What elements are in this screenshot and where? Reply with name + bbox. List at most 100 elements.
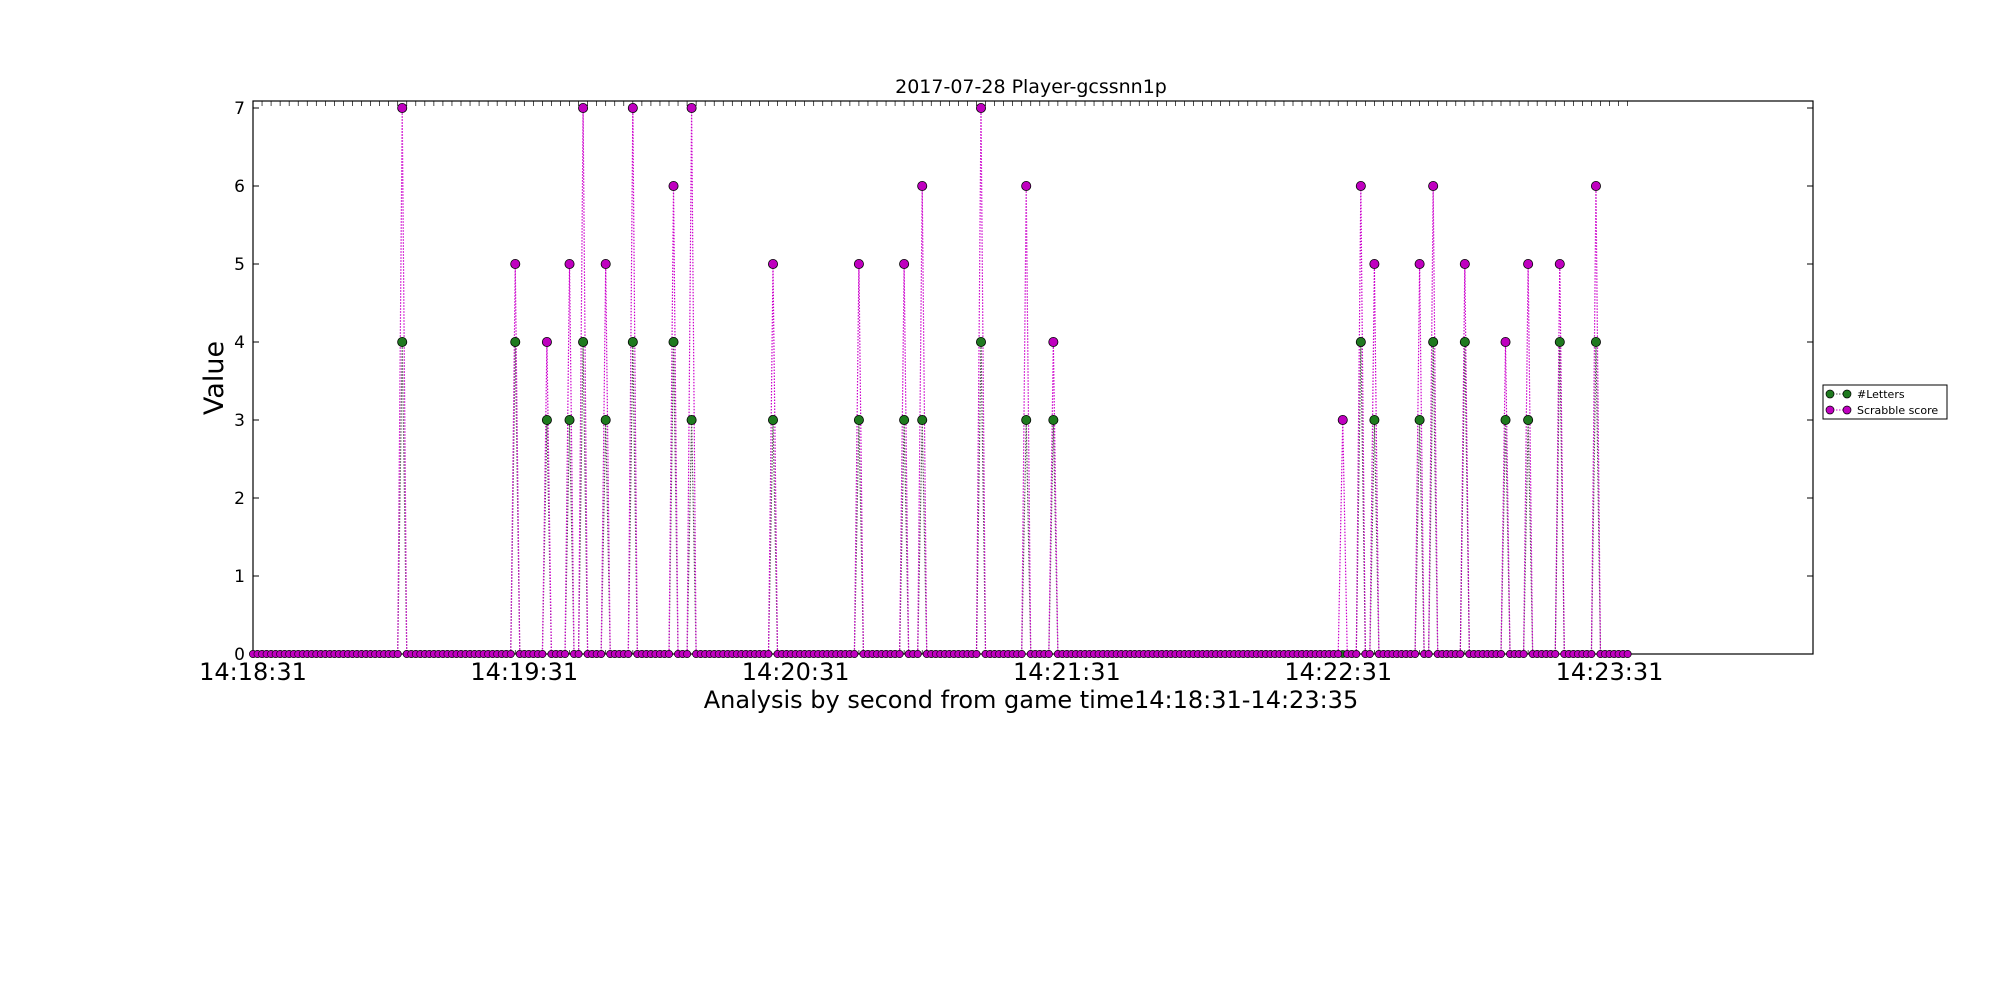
data-point [541, 414, 552, 425]
x-tick-label: 14:22:31 [1284, 658, 1392, 686]
data-point [686, 103, 697, 114]
data-point [541, 336, 552, 347]
data-point [510, 336, 521, 347]
y-tick-label: 5 [234, 255, 245, 275]
data-point [1523, 414, 1534, 425]
legend-box [1822, 384, 1948, 420]
data-point [1048, 336, 1059, 347]
baseline-point [683, 650, 691, 658]
baseline-point [561, 650, 569, 658]
x-tick-label: 14:19:31 [470, 658, 578, 686]
data-point [578, 336, 589, 347]
x-tick-label: 14:18:31 [199, 658, 307, 686]
legend-marker [1842, 389, 1852, 399]
data-point [899, 258, 910, 269]
data-point [1500, 336, 1511, 347]
x-axis-label: Analysis by second from game time14:18:3… [704, 686, 1358, 714]
series-line-1 [253, 107, 1628, 655]
data-point [976, 336, 987, 347]
baseline-point [1519, 650, 1528, 658]
y-tick-label: 0 [234, 645, 245, 665]
baseline-point [1334, 650, 1343, 658]
baseline-point [1497, 650, 1505, 658]
data-point [1554, 258, 1565, 269]
data-point [627, 103, 638, 114]
data-point [397, 336, 408, 347]
data-point [1355, 336, 1366, 347]
legend: #Letters Scrabble score [1822, 384, 1948, 420]
x-tick-label: 14:23:31 [1556, 658, 1664, 686]
data-point [668, 180, 679, 191]
data-point [853, 414, 864, 425]
data-point [1355, 180, 1366, 191]
data-point [1523, 258, 1534, 269]
baseline-point [1623, 650, 1632, 658]
baseline-point [574, 650, 583, 658]
data-point [976, 103, 987, 114]
data-point [899, 414, 910, 425]
x-tick-label: 14:20:31 [742, 658, 850, 686]
baseline-point [850, 650, 859, 658]
data-point [1414, 258, 1425, 269]
x-tick-label: 14:21:31 [1013, 658, 1121, 686]
data-point [578, 103, 589, 114]
baseline-point [538, 650, 547, 658]
baseline-point [506, 650, 515, 658]
data-point [1554, 336, 1565, 347]
baseline-point [913, 650, 922, 658]
data-point [1021, 414, 1032, 425]
baseline-point [624, 650, 633, 658]
data-point [1337, 414, 1348, 425]
baseline-point [393, 650, 402, 658]
data-point [600, 414, 611, 425]
legend-marker [1825, 389, 1835, 399]
plot-frame [252, 100, 1814, 655]
baseline-point [1352, 650, 1361, 658]
legend-marker [1825, 405, 1835, 415]
data-point [1590, 180, 1601, 191]
data-point [564, 414, 575, 425]
y-tick-label: 4 [234, 333, 245, 353]
baseline-point [1017, 650, 1026, 658]
data-point [510, 258, 521, 269]
y-tick-label: 1 [234, 567, 245, 587]
data-point [1428, 180, 1439, 191]
data-point [668, 336, 679, 347]
data-point [1369, 414, 1380, 425]
data-point [1414, 414, 1425, 425]
baseline-point [1044, 650, 1053, 658]
y-tick-label: 6 [234, 177, 245, 197]
y-tick-label: 2 [234, 489, 245, 509]
data-point [768, 414, 779, 425]
baseline-point [1411, 650, 1419, 658]
data-point [853, 258, 864, 269]
baseline-point [1365, 650, 1374, 658]
chart-title: 2017-07-28 Player-gcssnn1p [895, 76, 1167, 98]
baseline-point [895, 650, 904, 658]
legend-marker [1842, 405, 1852, 415]
data-point [564, 258, 575, 269]
baseline-point [1587, 650, 1596, 658]
data-point [686, 414, 697, 425]
data-point [768, 258, 779, 269]
data-point [1459, 258, 1470, 269]
baseline-point [1456, 650, 1465, 658]
baseline-point [1424, 650, 1433, 658]
y-axis-label: Value [199, 341, 230, 415]
y-tick-label: 3 [234, 411, 245, 431]
data-point [1500, 414, 1511, 425]
legend-label: #Letters [1857, 388, 1905, 401]
baseline-point [597, 650, 606, 658]
baseline-point [764, 650, 773, 658]
y-tick-label: 7 [234, 99, 245, 119]
data-point [627, 336, 638, 347]
data-point [917, 180, 928, 191]
data-point [1021, 180, 1032, 191]
baseline-point [972, 650, 981, 658]
baseline-point [1551, 650, 1560, 658]
data-point [1369, 258, 1380, 269]
data-point [917, 414, 928, 425]
data-point [600, 258, 611, 269]
data-point [1428, 336, 1439, 347]
